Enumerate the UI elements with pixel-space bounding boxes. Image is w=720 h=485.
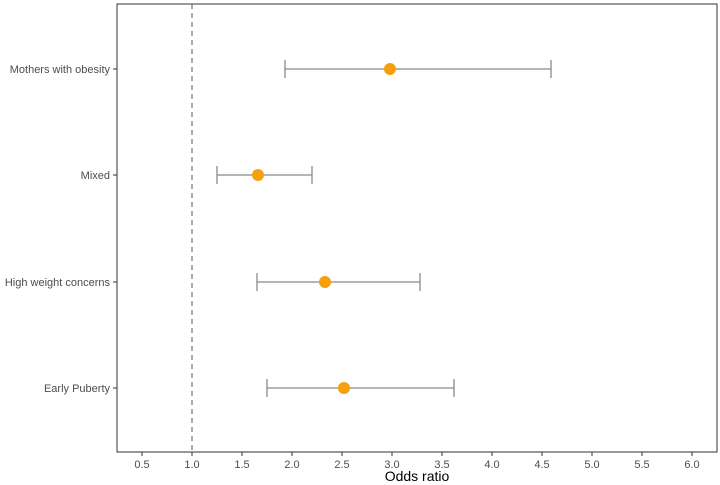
estimate-point — [319, 276, 331, 288]
y-tick-label: High weight concerns — [5, 277, 111, 289]
x-tick-label: 2.5 — [334, 459, 349, 471]
plot-panel — [116, 3, 718, 453]
estimate-point — [252, 169, 264, 181]
error-bar — [256, 273, 421, 291]
estimate-point — [338, 382, 350, 394]
error-bar — [284, 60, 552, 78]
y-tick-label: Early Puberty — [44, 383, 111, 395]
x-tick-label: 2.0 — [284, 459, 299, 471]
x-tick-label: 4.5 — [534, 459, 549, 471]
x-tick-label: 1.5 — [234, 459, 249, 471]
y-tick-label: Mothers with obesity — [10, 64, 111, 76]
y-tick-label: Mixed — [81, 170, 110, 182]
x-tick-label: 3.0 — [384, 459, 399, 471]
error-bar — [266, 379, 455, 397]
x-tick-label: 5.5 — [634, 459, 649, 471]
x-tick-label: 0.5 — [134, 459, 149, 471]
x-tick-label: 4.0 — [484, 459, 499, 471]
x-tick-label: 6.0 — [684, 459, 699, 471]
x-tick-label: 3.5 — [434, 459, 449, 471]
error-bar — [216, 166, 313, 184]
x-axis-title: Odds ratio — [385, 468, 450, 484]
estimate-point — [384, 63, 396, 75]
x-tick-label: 1.0 — [184, 459, 199, 471]
x-tick-label: 5.0 — [584, 459, 599, 471]
